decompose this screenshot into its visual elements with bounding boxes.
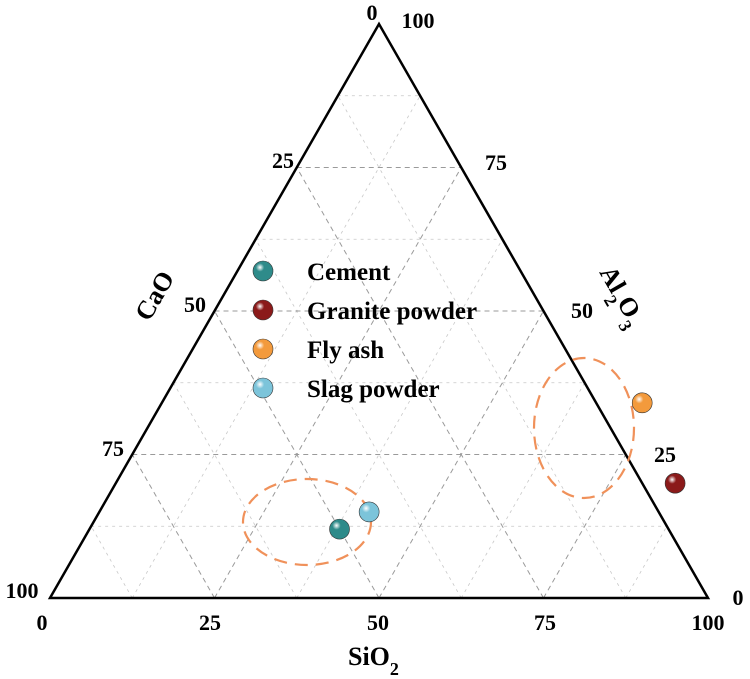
al2o3-tick-label: 100: [402, 8, 435, 33]
cao-tick-label: 50: [184, 292, 206, 317]
al2o3-tick-label: 75: [485, 150, 507, 175]
legend-label: Slag powder: [307, 376, 440, 403]
point-slag-powder: [358, 501, 380, 523]
legend-label: Granite powder: [307, 298, 477, 325]
grid-line-sio2: [378, 310, 544, 599]
al2o3-tick-label: 50: [571, 298, 593, 323]
tick-labels: 0 25 50 75 100 0 25 50 75 100 25 50 75 100 0: [6, 0, 744, 635]
grid-line-cao: [296, 167, 544, 599]
sio2-axis-title: SiO2: [348, 642, 399, 679]
cao-tick-label: 75: [102, 436, 124, 461]
grid-line-cao: [90, 526, 133, 599]
highlight-ellipse: [532, 356, 636, 500]
legend-marker: [252, 260, 274, 282]
point-granite-powder: [664, 472, 686, 494]
cao-axis-title: CaO: [129, 266, 180, 326]
al2o3-tick-label: 25: [654, 442, 676, 467]
triangle-frame: [47, 21, 711, 600]
grid-line-cao: [255, 239, 462, 599]
grid-line-cao: [214, 310, 380, 599]
sio2-tick-label: 0: [37, 610, 48, 635]
data-points: [329, 392, 686, 540]
sio2-tick-label: 25: [199, 610, 221, 635]
grid-line-sio2: [214, 167, 462, 599]
grid-line-sio2: [131, 95, 421, 599]
sio2-tick-label: 100: [692, 610, 725, 635]
legend: Cement Granite powder Fly ash Slag powder: [252, 259, 477, 403]
grid-line-sio2: [460, 382, 585, 599]
sio2-tick-label: 50: [367, 610, 389, 635]
grid-line-cao: [337, 95, 627, 599]
highlight-ellipse: [241, 477, 373, 567]
cao-tick-label: 25: [272, 148, 294, 173]
legend-label: Cement: [307, 259, 391, 286]
legend-marker: [252, 299, 274, 321]
point-fly-ash: [631, 392, 653, 414]
grid-line-cao: [131, 454, 215, 599]
sio2-tick-label: 75: [534, 610, 556, 635]
al2o3-axis-title: Al2O3: [587, 261, 651, 335]
legend-marker: [252, 338, 274, 360]
grid-line-sio2: [543, 454, 627, 599]
grid-line-sio2: [296, 239, 503, 599]
grid-line-sio2: [625, 526, 668, 599]
legend-marker: [252, 377, 274, 399]
grid-line-cao: [173, 382, 298, 599]
cao-tick-label: 0: [367, 0, 378, 25]
point-cement: [329, 518, 350, 540]
al2o3-tick-label: 0: [733, 585, 744, 610]
grid-lines: [90, 95, 668, 599]
cao-tick-label: 100: [6, 578, 39, 603]
legend-label: Fly ash: [307, 337, 384, 364]
